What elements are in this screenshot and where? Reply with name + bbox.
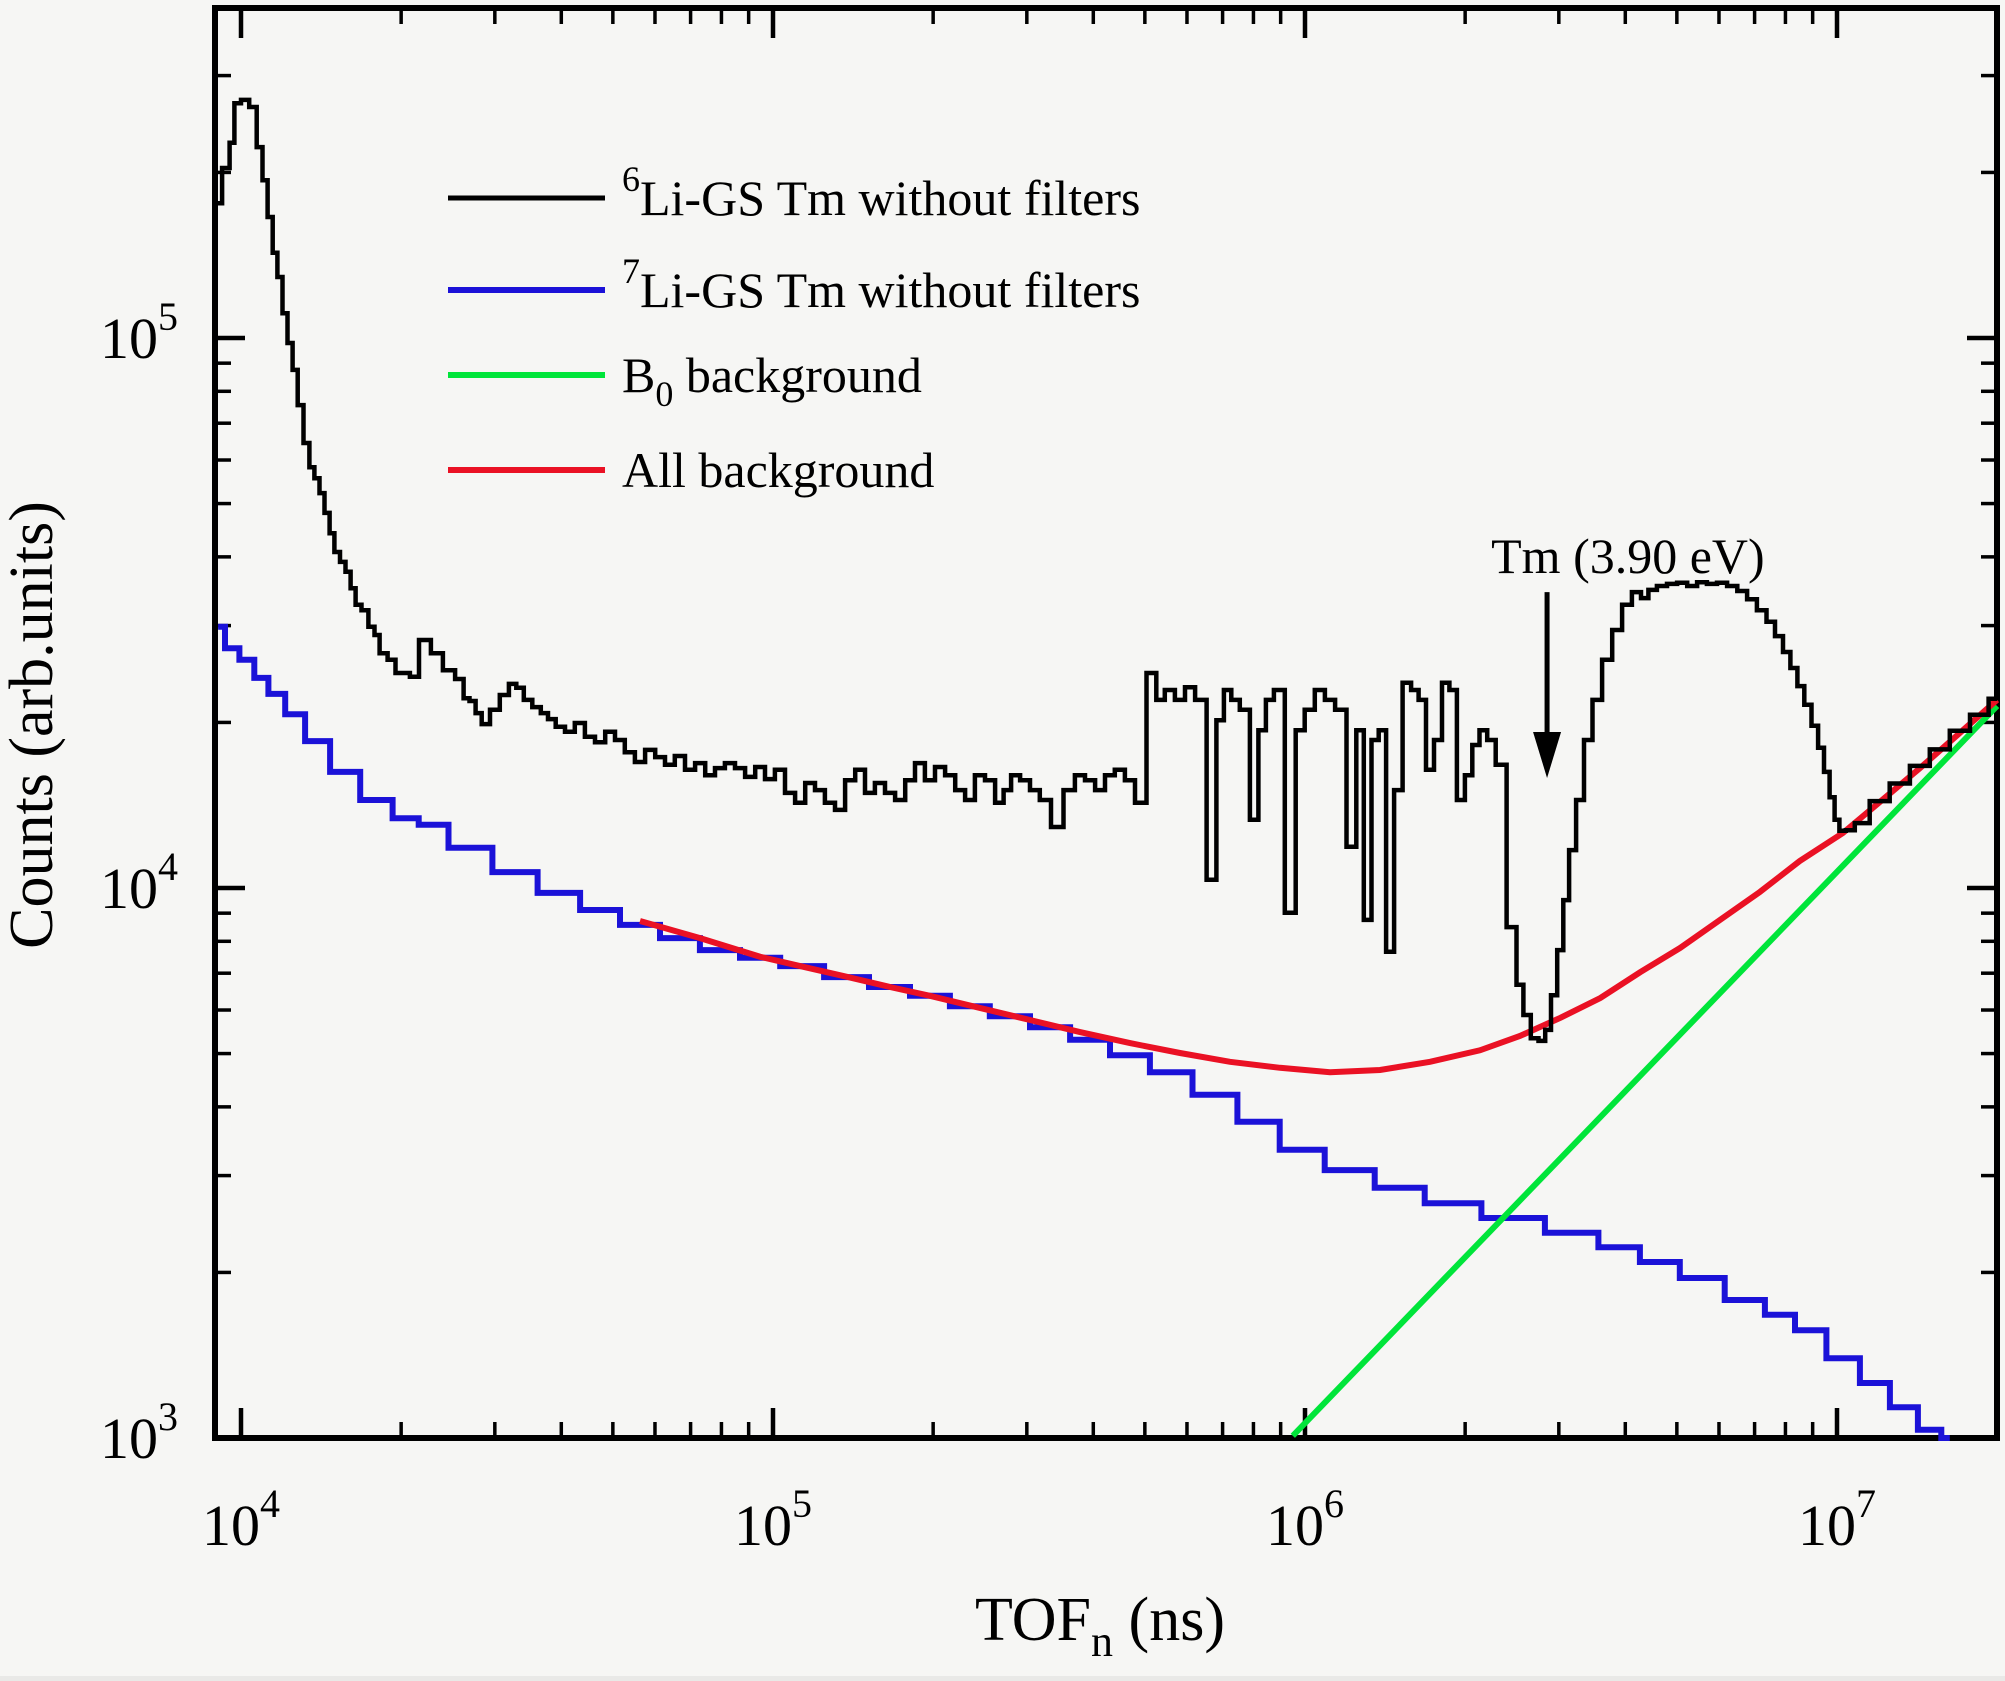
- svg-text:105: 105: [734, 1481, 812, 1558]
- legend-label-1: 7Li-GS Tm without filters: [622, 251, 1140, 318]
- svg-text:104: 104: [202, 1481, 280, 1558]
- svg-text:105: 105: [100, 294, 178, 371]
- svg-text:104: 104: [100, 844, 178, 921]
- series-3: [639, 697, 2000, 1076]
- series-0: [217, 97, 1998, 1044]
- legend: 6Li-GS Tm without filters 7Li-GS Tm witho…: [448, 159, 1140, 498]
- legend-label-3: All background: [622, 442, 934, 498]
- x-axis-title: TOFn (ns): [975, 1586, 1225, 1666]
- tm-resonance-annotation: Tm (3.90 eV): [1491, 528, 1765, 778]
- legend-label-2: B0 background: [622, 347, 922, 414]
- series-2: [1290, 703, 2000, 1438]
- svg-text:103: 103: [100, 1394, 178, 1471]
- svg-text:107: 107: [1798, 1481, 1876, 1558]
- x-axis-tick-labels: 104 105 106 107: [202, 1481, 1876, 1558]
- tm-annotation-arrowhead-icon: [1533, 732, 1562, 778]
- y-axis-title: Counts (arb.units): [0, 501, 66, 949]
- plot-frame: [212, 5, 2000, 1441]
- svg-text:106: 106: [1266, 1481, 1344, 1558]
- legend-label-0: 6Li-GS Tm without filters: [622, 159, 1140, 226]
- data-series: [217, 97, 2000, 1441]
- y-axis-tick-labels: 103 104 105: [100, 294, 178, 1471]
- tm-annotation-label: Tm (3.90 eV): [1491, 528, 1765, 584]
